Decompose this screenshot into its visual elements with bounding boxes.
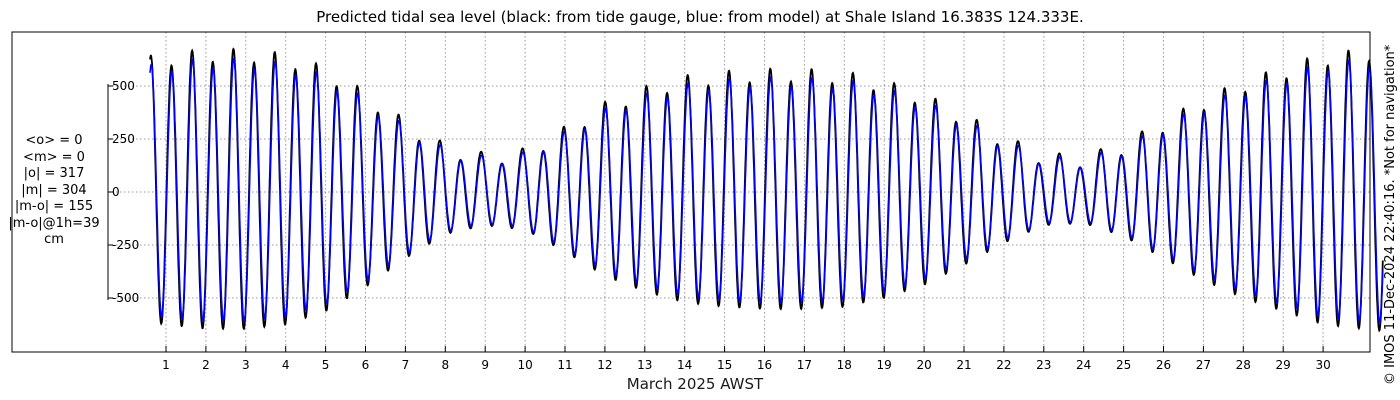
y-tick-label: 0 (112, 185, 120, 199)
plot-frame (11, 31, 1371, 353)
x-tick-label: 18 (837, 358, 852, 372)
x-tick-label: 30 (1315, 358, 1330, 372)
x-tick-label: 22 (996, 358, 1011, 372)
credit-text: © IMOS 11-Dec-2024 22:40:16. *Not for na… (1383, 44, 1398, 385)
y-tick-label: -500 (112, 291, 139, 305)
x-tick-label: 9 (481, 358, 489, 372)
x-tick-label: 3 (242, 358, 250, 372)
stat-mean-obs: <o> = 0 (25, 133, 83, 148)
chart-title: Predicted tidal sea level (black: from t… (316, 8, 1084, 26)
x-tick-label: 24 (1076, 358, 1091, 372)
stat-abs-diff-1h: |m-o|@1h=39 (8, 215, 100, 231)
stat-abs-diff: |m-o| = 155 (14, 199, 94, 214)
y-tick-label: -250 (112, 238, 139, 252)
x-tick-label: 28 (1236, 358, 1251, 372)
x-tick-label: 7 (402, 358, 410, 372)
stat-unit: cm (44, 232, 64, 247)
x-tick-label: 11 (557, 358, 572, 372)
x-tick-label: 26 (1156, 358, 1171, 372)
x-tick-label: 6 (362, 358, 370, 372)
y-tick-label: 250 (112, 132, 135, 146)
y-tick-label: 500 (112, 79, 135, 93)
x-tick-label: 5 (322, 358, 330, 372)
stats-panel: <o> = 0 <m> = 0 |o| = 317 |m| = 304 |m-o… (0, 133, 108, 249)
stat-abs-model: |m| = 304 (21, 182, 87, 198)
x-tick-label: 15 (717, 358, 732, 372)
x-axis-ticks: 1 2 3 4 5 6 7 8 9 10 11 12 13 14 15 16 17 18 19 20 21 22 23 24 2… (162, 346, 1331, 372)
x-tick-label: 8 (441, 358, 449, 372)
x-tick-label: 20 (916, 358, 931, 372)
x-tick-label: 12 (597, 358, 612, 372)
x-tick-label: 4 (282, 358, 290, 372)
y-axis-ticks: 500 250 0 -250 -500 (108, 79, 139, 305)
x-tick-label: 17 (797, 358, 812, 372)
x-tick-label: 21 (956, 358, 971, 372)
stat-mean-model: <m> = 0 (23, 149, 85, 165)
x-tick-label: 16 (757, 358, 772, 372)
x-tick-label: 13 (637, 358, 652, 372)
x-tick-label: 27 (1196, 358, 1211, 372)
x-axis-label: March 2025 AWST (626, 375, 764, 393)
x-tick-label: 14 (677, 358, 692, 372)
series-line-model (149, 57, 1384, 324)
x-tick-label: 10 (517, 358, 532, 372)
x-tick-label: 19 (877, 358, 892, 372)
stat-abs-obs: |o| = 317 (23, 166, 85, 181)
x-tick-label: 23 (1036, 358, 1051, 372)
x-tick-label: 1 (162, 358, 170, 372)
x-tick-label: 25 (1116, 358, 1131, 372)
x-tick-label: 29 (1276, 358, 1291, 372)
x-tick-label: 2 (202, 358, 210, 372)
series-line-tide-gauge (149, 47, 1384, 333)
